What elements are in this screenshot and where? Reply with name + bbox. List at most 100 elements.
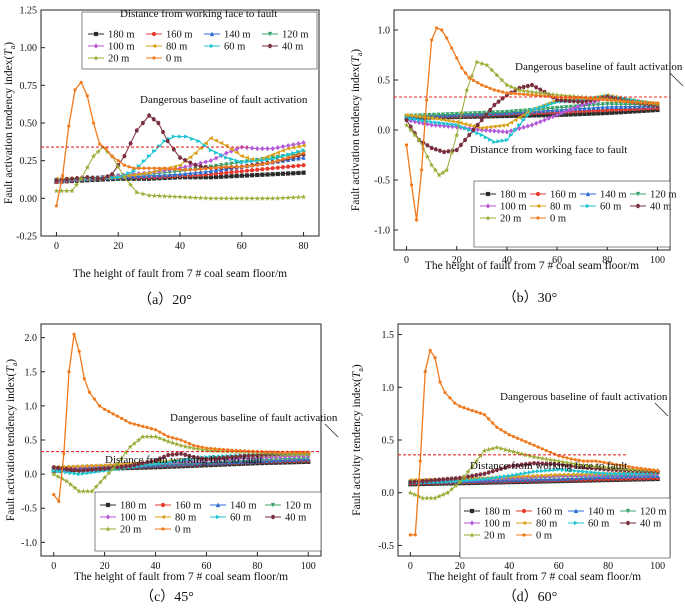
series-point bbox=[195, 446, 201, 452]
series-point bbox=[463, 71, 468, 75]
series-point bbox=[301, 148, 307, 153]
series-point bbox=[63, 478, 70, 484]
legend-label: 20 m bbox=[484, 531, 505, 542]
series-point bbox=[412, 132, 418, 138]
series-point bbox=[558, 92, 564, 98]
series-point bbox=[643, 467, 647, 471]
series-point bbox=[529, 82, 535, 88]
y-tick-label: 0.5 bbox=[382, 436, 395, 447]
series-point bbox=[470, 123, 476, 129]
series-point bbox=[589, 463, 595, 469]
series-point bbox=[221, 447, 226, 452]
series-point bbox=[626, 466, 632, 472]
series-point bbox=[199, 446, 205, 453]
series-point bbox=[637, 108, 642, 114]
series-point bbox=[525, 112, 531, 118]
series-point bbox=[597, 470, 603, 476]
series-point bbox=[103, 407, 107, 411]
y-axis-label-symbol: T bbox=[3, 48, 15, 56]
legend-label: 180 m bbox=[500, 190, 527, 201]
series-point bbox=[276, 159, 280, 163]
series-point bbox=[249, 145, 255, 151]
series-point bbox=[67, 370, 71, 374]
series-point bbox=[556, 467, 562, 472]
series-point bbox=[240, 165, 244, 169]
series-point bbox=[296, 163, 301, 168]
series-point bbox=[554, 97, 560, 103]
series-point bbox=[446, 123, 451, 129]
series-point bbox=[114, 461, 120, 467]
series-point bbox=[239, 195, 245, 201]
series-point bbox=[412, 119, 418, 125]
series-point bbox=[443, 390, 447, 395]
series-point bbox=[260, 167, 265, 172]
series-point bbox=[520, 474, 525, 479]
series-point bbox=[212, 447, 218, 454]
legend-swatch-marker bbox=[209, 31, 215, 37]
series-point bbox=[526, 93, 530, 97]
series-point bbox=[177, 194, 183, 200]
series-point bbox=[571, 99, 576, 104]
series-point bbox=[591, 111, 596, 116]
x-tick-label: 0 bbox=[408, 561, 413, 572]
series-point bbox=[564, 105, 569, 110]
series-point bbox=[567, 107, 572, 113]
series-point bbox=[600, 111, 605, 116]
series-point bbox=[498, 474, 504, 480]
legend-label: 0 m bbox=[550, 214, 566, 225]
y-tick-label: 1.00 bbox=[20, 43, 38, 54]
series-point bbox=[576, 96, 580, 100]
series-point bbox=[618, 471, 624, 476]
series-point bbox=[597, 97, 601, 101]
series-point bbox=[420, 114, 426, 120]
series-point bbox=[229, 454, 235, 460]
series-point bbox=[529, 473, 534, 479]
series-point bbox=[115, 163, 121, 170]
series-point bbox=[454, 122, 460, 128]
series-point bbox=[102, 466, 107, 471]
series-point bbox=[542, 473, 548, 478]
series-point bbox=[151, 169, 157, 174]
series-point bbox=[531, 469, 537, 474]
series-point bbox=[576, 461, 582, 468]
series-point bbox=[72, 332, 76, 336]
series-point bbox=[110, 154, 114, 158]
series-point bbox=[528, 441, 532, 446]
series-point bbox=[172, 164, 177, 169]
series-point bbox=[122, 154, 127, 159]
series-point bbox=[209, 166, 213, 170]
series-point bbox=[136, 172, 141, 177]
series-point bbox=[216, 448, 222, 454]
series-point bbox=[161, 193, 168, 199]
series-point bbox=[538, 119, 543, 125]
series-point bbox=[199, 458, 204, 464]
series-point bbox=[555, 95, 559, 99]
series-point bbox=[239, 154, 244, 159]
series-point bbox=[622, 471, 628, 476]
series-point bbox=[551, 472, 557, 478]
series-point bbox=[178, 458, 184, 463]
series-point bbox=[177, 171, 183, 177]
series-point bbox=[483, 135, 489, 140]
series-point bbox=[185, 458, 191, 465]
series-point bbox=[445, 118, 451, 123]
series-point bbox=[548, 450, 553, 454]
series-point bbox=[527, 113, 532, 118]
series-point bbox=[83, 463, 89, 469]
legend-swatch-marker bbox=[573, 520, 579, 526]
series-layer bbox=[403, 26, 661, 222]
dangerous-baseline-label: Dangerous baseline of fault activation bbox=[500, 391, 668, 403]
series-point bbox=[158, 430, 162, 434]
series-point bbox=[132, 166, 136, 170]
series-point bbox=[241, 455, 246, 462]
series-point bbox=[438, 380, 442, 384]
series-point bbox=[476, 81, 480, 85]
series-point bbox=[577, 458, 581, 462]
series-point bbox=[208, 168, 213, 174]
series-point bbox=[428, 495, 434, 501]
series-point bbox=[651, 101, 655, 105]
series-point bbox=[416, 137, 422, 143]
series-point bbox=[432, 495, 438, 501]
series-point bbox=[234, 195, 240, 201]
series-point bbox=[559, 105, 564, 111]
